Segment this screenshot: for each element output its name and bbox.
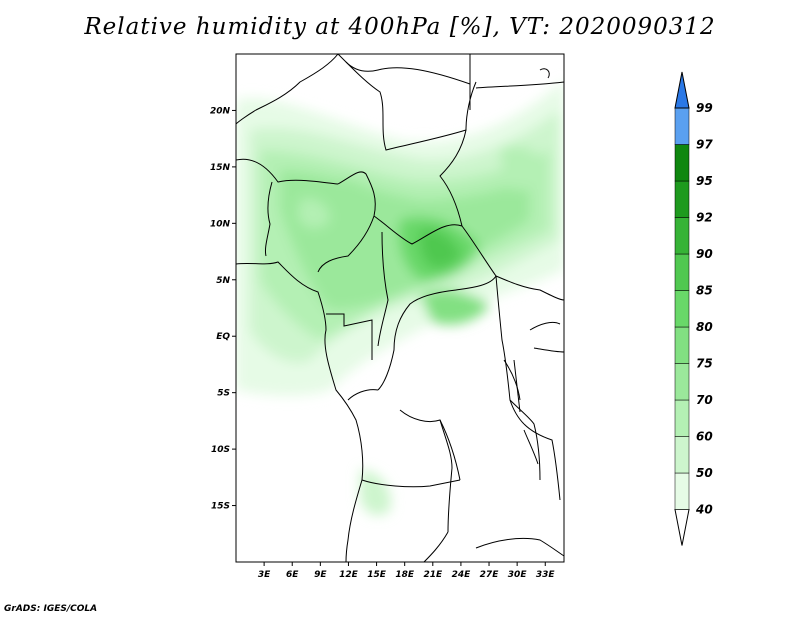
colorbar-lower-arrow bbox=[674, 509, 690, 546]
map-frame bbox=[235, 53, 565, 563]
colorbar-bin bbox=[674, 326, 690, 364]
colorbar-bin bbox=[674, 399, 690, 437]
colorbar-label: 80 bbox=[696, 320, 713, 334]
latitude-axis: 20N 15N 10N 5N EQ 5S 10S 15S bbox=[210, 106, 236, 512]
lat-tick-label: EQ bbox=[216, 332, 230, 342]
lat-tick-label: 10S bbox=[211, 445, 230, 455]
lon-tick-label: 15E bbox=[367, 570, 387, 580]
lat-tick-label: 5N bbox=[216, 276, 230, 286]
colorbar-bin bbox=[674, 180, 690, 218]
lon-tick-label: 3E bbox=[258, 570, 271, 580]
colorbar-label: 60 bbox=[696, 430, 713, 444]
colorbar-bin bbox=[674, 436, 690, 474]
lat-tick-label: 20N bbox=[210, 106, 231, 116]
humidity-field bbox=[236, 54, 564, 562]
lon-tick-label: 6E bbox=[286, 570, 299, 580]
colorbar-label: 70 bbox=[696, 393, 713, 407]
colorbar-bin bbox=[674, 107, 690, 145]
colorbar-bin bbox=[674, 253, 690, 291]
colorbar: 40 50 60 70 75 80 85 90 92 95 97 99 bbox=[674, 71, 713, 546]
lat-tick-label: 5S bbox=[217, 389, 230, 399]
credit-text: GrADS: IGES/COLA bbox=[4, 604, 98, 614]
colorbar-bin bbox=[674, 217, 690, 255]
colorbar-bin bbox=[674, 472, 690, 510]
colorbar-label: 75 bbox=[696, 357, 713, 371]
lon-tick-label: 24E bbox=[452, 570, 472, 580]
map-outline bbox=[236, 54, 564, 562]
colorbar-bin bbox=[674, 290, 690, 328]
colorbar-label: 40 bbox=[695, 503, 713, 517]
colorbar-upper-arrow bbox=[674, 71, 690, 109]
lon-tick-label: 18E bbox=[395, 570, 415, 580]
lon-tick-label: 27E bbox=[480, 570, 500, 580]
colorbar-label: 99 bbox=[696, 101, 713, 115]
longitude-axis: 3E 6E 9E 12E 15E 18E 21E 24E 27E 30E 33E bbox=[258, 562, 556, 580]
lat-tick-label: 15N bbox=[210, 163, 231, 173]
colorbar-label: 97 bbox=[696, 138, 713, 152]
colorbar-label: 92 bbox=[696, 211, 713, 225]
chart-title: Relative humidity at 400hPa [%], VT: 202… bbox=[84, 14, 716, 40]
colorbar-label: 85 bbox=[696, 284, 713, 298]
lon-tick-label: 30E bbox=[508, 570, 528, 580]
colorbar-label: 50 bbox=[696, 466, 713, 480]
lat-tick-label: 10N bbox=[210, 219, 231, 229]
colorbar-bin bbox=[674, 144, 690, 182]
colorbar-label: 90 bbox=[696, 247, 713, 261]
colorbar-label: 95 bbox=[696, 174, 713, 188]
lat-tick-label: 15S bbox=[211, 502, 230, 512]
lon-tick-label: 21E bbox=[423, 570, 443, 580]
lon-tick-label: 33E bbox=[536, 570, 556, 580]
lon-tick-label: 9E bbox=[314, 570, 327, 580]
lon-tick-label: 12E bbox=[339, 570, 359, 580]
colorbar-bin bbox=[674, 363, 690, 401]
